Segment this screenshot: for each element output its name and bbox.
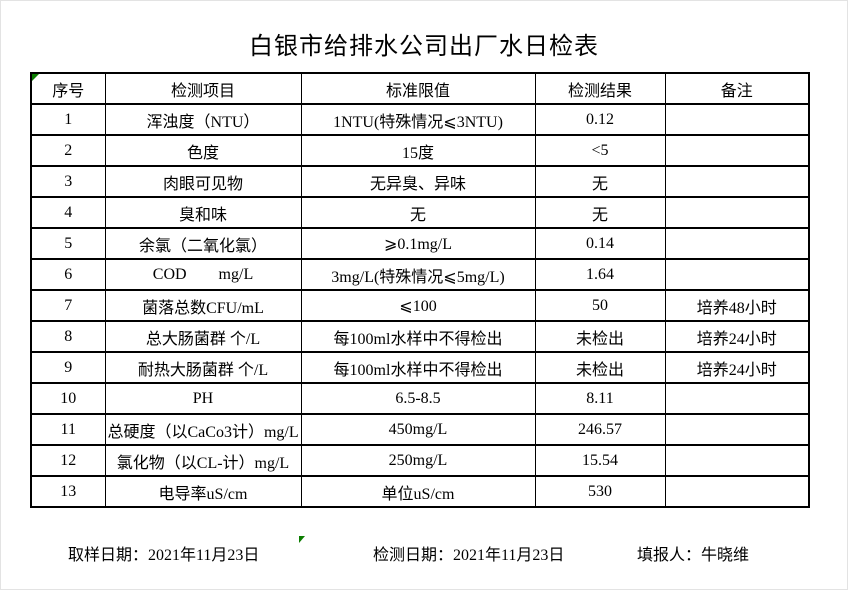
cell-result: 1.64 [534,258,666,291]
table-footer: 取样日期：2021年11月23日 检测日期：2021年11月23日 填报人：牛晓… [0,541,848,565]
cell-no: 11 [30,413,106,446]
cell-limit: 6.5-8.5 [300,382,536,415]
table-row: 11 总硬度（以CaCo3计）mg/L 450mg/L 246.57 [30,413,810,446]
cell-limit: 无 [300,196,536,229]
header-row: 序号 检测项目 标准限值 检测结果 备注 [30,72,810,105]
table-row: 4 臭和味 无 无 [30,196,810,229]
cell-result: 0.12 [534,103,666,136]
cell-corner-marker-icon [32,75,39,81]
table-row: 6 COD mg/L 3mg/L(特殊情况⩽5mg/L) 1.64 [30,258,810,291]
table-row: 10 PH 6.5-8.5 8.11 [30,382,810,415]
cell-note [664,103,810,136]
cell-limit: 1NTU(特殊情况⩽3NTU) [300,103,536,136]
cell-no: 10 [30,382,106,415]
cell-note [664,444,810,477]
cell-result: 0.14 [534,227,666,260]
cell-note [664,413,810,446]
col-header-no-label: 序号 [52,82,85,100]
cell-result: 无 [534,165,666,198]
cell-no: 5 [30,227,106,260]
testing-date: 检测日期：2021年11月23日 [373,547,565,564]
cell-no: 2 [30,134,106,167]
cell-no: 12 [30,444,106,477]
cell-limit: 15度 [300,134,536,167]
table-row: 13 电导率uS/cm 单位uS/cm 530 [30,475,810,508]
cell-item: COD mg/L [104,258,302,291]
table-row: 2 色度 15度 <5 [30,134,810,167]
cell-no: 3 [30,165,106,198]
cell-note: 培养24小时 [664,320,810,353]
inspection-table: 序号 检测项目 标准限值 检测结果 备注 1 浑浊度（NTU） 1NTU(特殊情… [30,72,810,508]
table-row: 1 浑浊度（NTU） 1NTU(特殊情况⩽3NTU) 0.12 [30,103,810,136]
table-row: 5 余氯（二氧化氯） ⩾0.1mg/L 0.14 [30,227,810,260]
table-row: 9 耐热大肠菌群 个/L 每100ml水样中不得检出 未检出 培养24小时 [30,351,810,384]
cell-result: 无 [534,196,666,229]
cell-limit: 3mg/L(特殊情况⩽5mg/L) [300,258,536,291]
cell-result: 530 [534,475,666,508]
cell-item: 氯化物（以CL-计）mg/L [104,444,302,477]
table-row: 8 总大肠菌群 个/L 每100ml水样中不得检出 未检出 培养24小时 [30,320,810,353]
cell-note [664,165,810,198]
table-row: 7 菌落总数CFU/mL ⩽100 50 培养48小时 [30,289,810,322]
col-header-result: 检测结果 [534,72,666,105]
cell-limit: 单位uS/cm [300,475,536,508]
cell-no: 9 [30,351,106,384]
cell-item: 色度 [104,134,302,167]
cell-limit: ⩾0.1mg/L [300,227,536,260]
cell-result: 未检出 [534,351,666,384]
sampling-date: 取样日期：2021年11月23日 [68,547,260,564]
table-row: 3 肉眼可见物 无异臭、异味 无 [30,165,810,198]
cell-limit: 450mg/L [300,413,536,446]
cell-note [664,227,810,260]
cell-item: 浑浊度（NTU） [104,103,302,136]
cell-item: 耐热大肠菌群 个/L [104,351,302,384]
cell-note [664,382,810,415]
col-header-limit: 标准限值 [300,72,536,105]
cell-note [664,134,810,167]
col-header-item: 检测项目 [104,72,302,105]
cell-no: 1 [30,103,106,136]
cell-note [664,196,810,229]
cell-limit: 每100ml水样中不得检出 [300,351,536,384]
cell-note: 培养24小时 [664,351,810,384]
cell-limit: 250mg/L [300,444,536,477]
col-header-no: 序号 [30,72,106,105]
cell-corner-marker-icon [299,536,305,543]
cell-item: 总大肠菌群 个/L [104,320,302,353]
cell-result: 8.11 [534,382,666,415]
cell-item: 肉眼可见物 [104,165,302,198]
cell-no: 7 [30,289,106,322]
cell-item: 余氯（二氧化氯） [104,227,302,260]
cell-limit: ⩽100 [300,289,536,322]
cell-limit: 无异臭、异味 [300,165,536,198]
cell-limit: 每100ml水样中不得检出 [300,320,536,353]
reporter-name: 填报人：牛晓维 [637,547,750,564]
cell-item: 臭和味 [104,196,302,229]
cell-item: 电导率uS/cm [104,475,302,508]
page-title: 白银市给排水公司出厂水日检表 [249,34,599,60]
cell-no: 8 [30,320,106,353]
table-row: 12 氯化物（以CL-计）mg/L 250mg/L 15.54 [30,444,810,477]
cell-no: 13 [30,475,106,508]
cell-item: 总硬度（以CaCo3计）mg/L [104,413,302,446]
cell-note: 培养48小时 [664,289,810,322]
cell-result: 15.54 [534,444,666,477]
cell-item: PH [104,382,302,415]
cell-note [664,475,810,508]
cell-result: <5 [534,134,666,167]
cell-result: 50 [534,289,666,322]
cell-note [664,258,810,291]
cell-no: 4 [30,196,106,229]
cell-result: 246.57 [534,413,666,446]
cell-no: 6 [30,258,106,291]
cell-item: 菌落总数CFU/mL [104,289,302,322]
col-header-note: 备注 [664,72,810,105]
cell-result: 未检出 [534,320,666,353]
